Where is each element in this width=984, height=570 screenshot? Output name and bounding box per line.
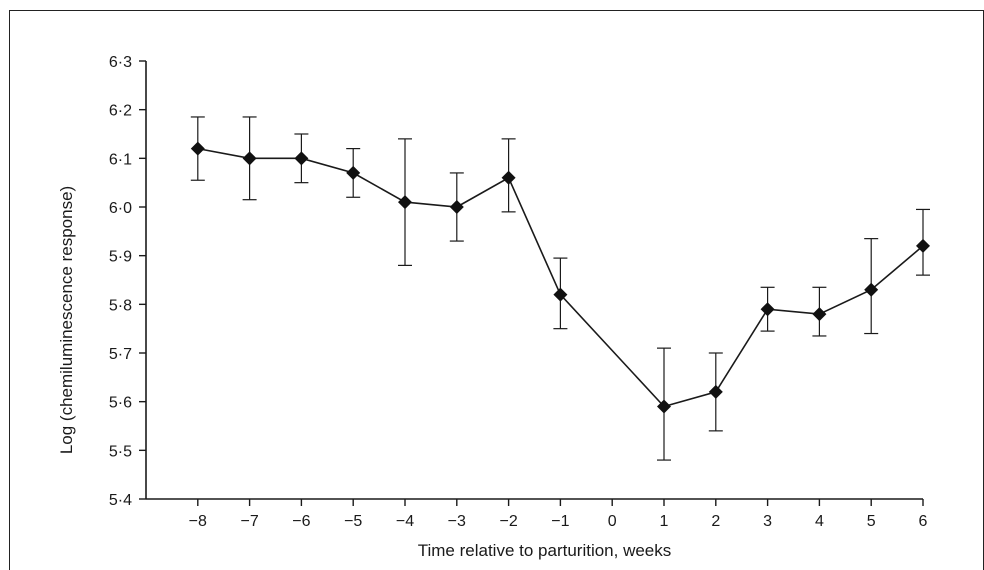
y-tick-label: 6·3 [109,54,132,71]
y-tick-label: 5·8 [109,297,132,314]
x-tick-label: 1 [660,513,669,530]
data-point [553,287,568,302]
data-point [812,307,827,322]
y-axis-title: Log (chemiluminescence response) [57,186,76,454]
x-tick-label: −7 [240,513,258,530]
x-tick-label: −8 [189,513,207,530]
x-tick-label: −6 [292,513,310,530]
y-tick-label: 6·1 [109,151,132,168]
data-point [346,165,361,180]
x-tick-label: 2 [711,513,720,530]
y-tick-label: 5·4 [109,492,132,509]
x-tick-label: 0 [608,513,617,530]
axes: 5·4 5·5 5·6 5·7 5·8 5·9 6·0 6·1 6·2 6·3 −8 −7 −6 −5 −4… [109,54,928,530]
data-point [657,399,671,414]
data-point [398,195,412,210]
data-point [760,302,775,317]
data-markers [190,141,930,414]
x-axis-title: Time relative to parturition, weeks [418,541,672,560]
y-tick-label: 5·9 [109,249,132,266]
x-tick-label: 5 [867,513,876,530]
data-point [242,151,257,166]
series-lines [197,147,924,408]
y-tick-label: 6·2 [109,103,132,120]
data-point [708,384,723,399]
data-point [294,151,309,166]
x-tick-label: 6 [919,513,928,530]
data-point [449,200,464,214]
line-chart: 5·4 5·5 5·6 5·7 5·8 5·9 6·0 6·1 6·2 6·3 −8 −7 −6 −5 −4… [57,54,930,560]
x-tick-label: −4 [396,513,414,530]
data-point [501,170,516,185]
x-tick-label: −5 [344,513,362,530]
x-tick-label: −1 [551,513,569,530]
x-tick-label: 4 [815,513,824,530]
y-tick-label: 5·5 [109,443,132,460]
x-tick-label: 3 [763,513,772,530]
chart-frame: 5·4 5·5 5·6 5·7 5·8 5·9 6·0 6·1 6·2 6·3 −8 −7 −6 −5 −4… [9,10,984,570]
data-point [864,282,879,297]
y-tick-label: 5·6 [109,395,132,412]
series-line [197,147,924,408]
data-point [916,238,930,253]
data-point [190,141,205,156]
y-tick-label: 6·0 [109,200,132,217]
y-tick-label: 5·7 [109,346,132,363]
x-tick-label: −3 [448,513,466,530]
x-tick-label: −2 [499,513,517,530]
